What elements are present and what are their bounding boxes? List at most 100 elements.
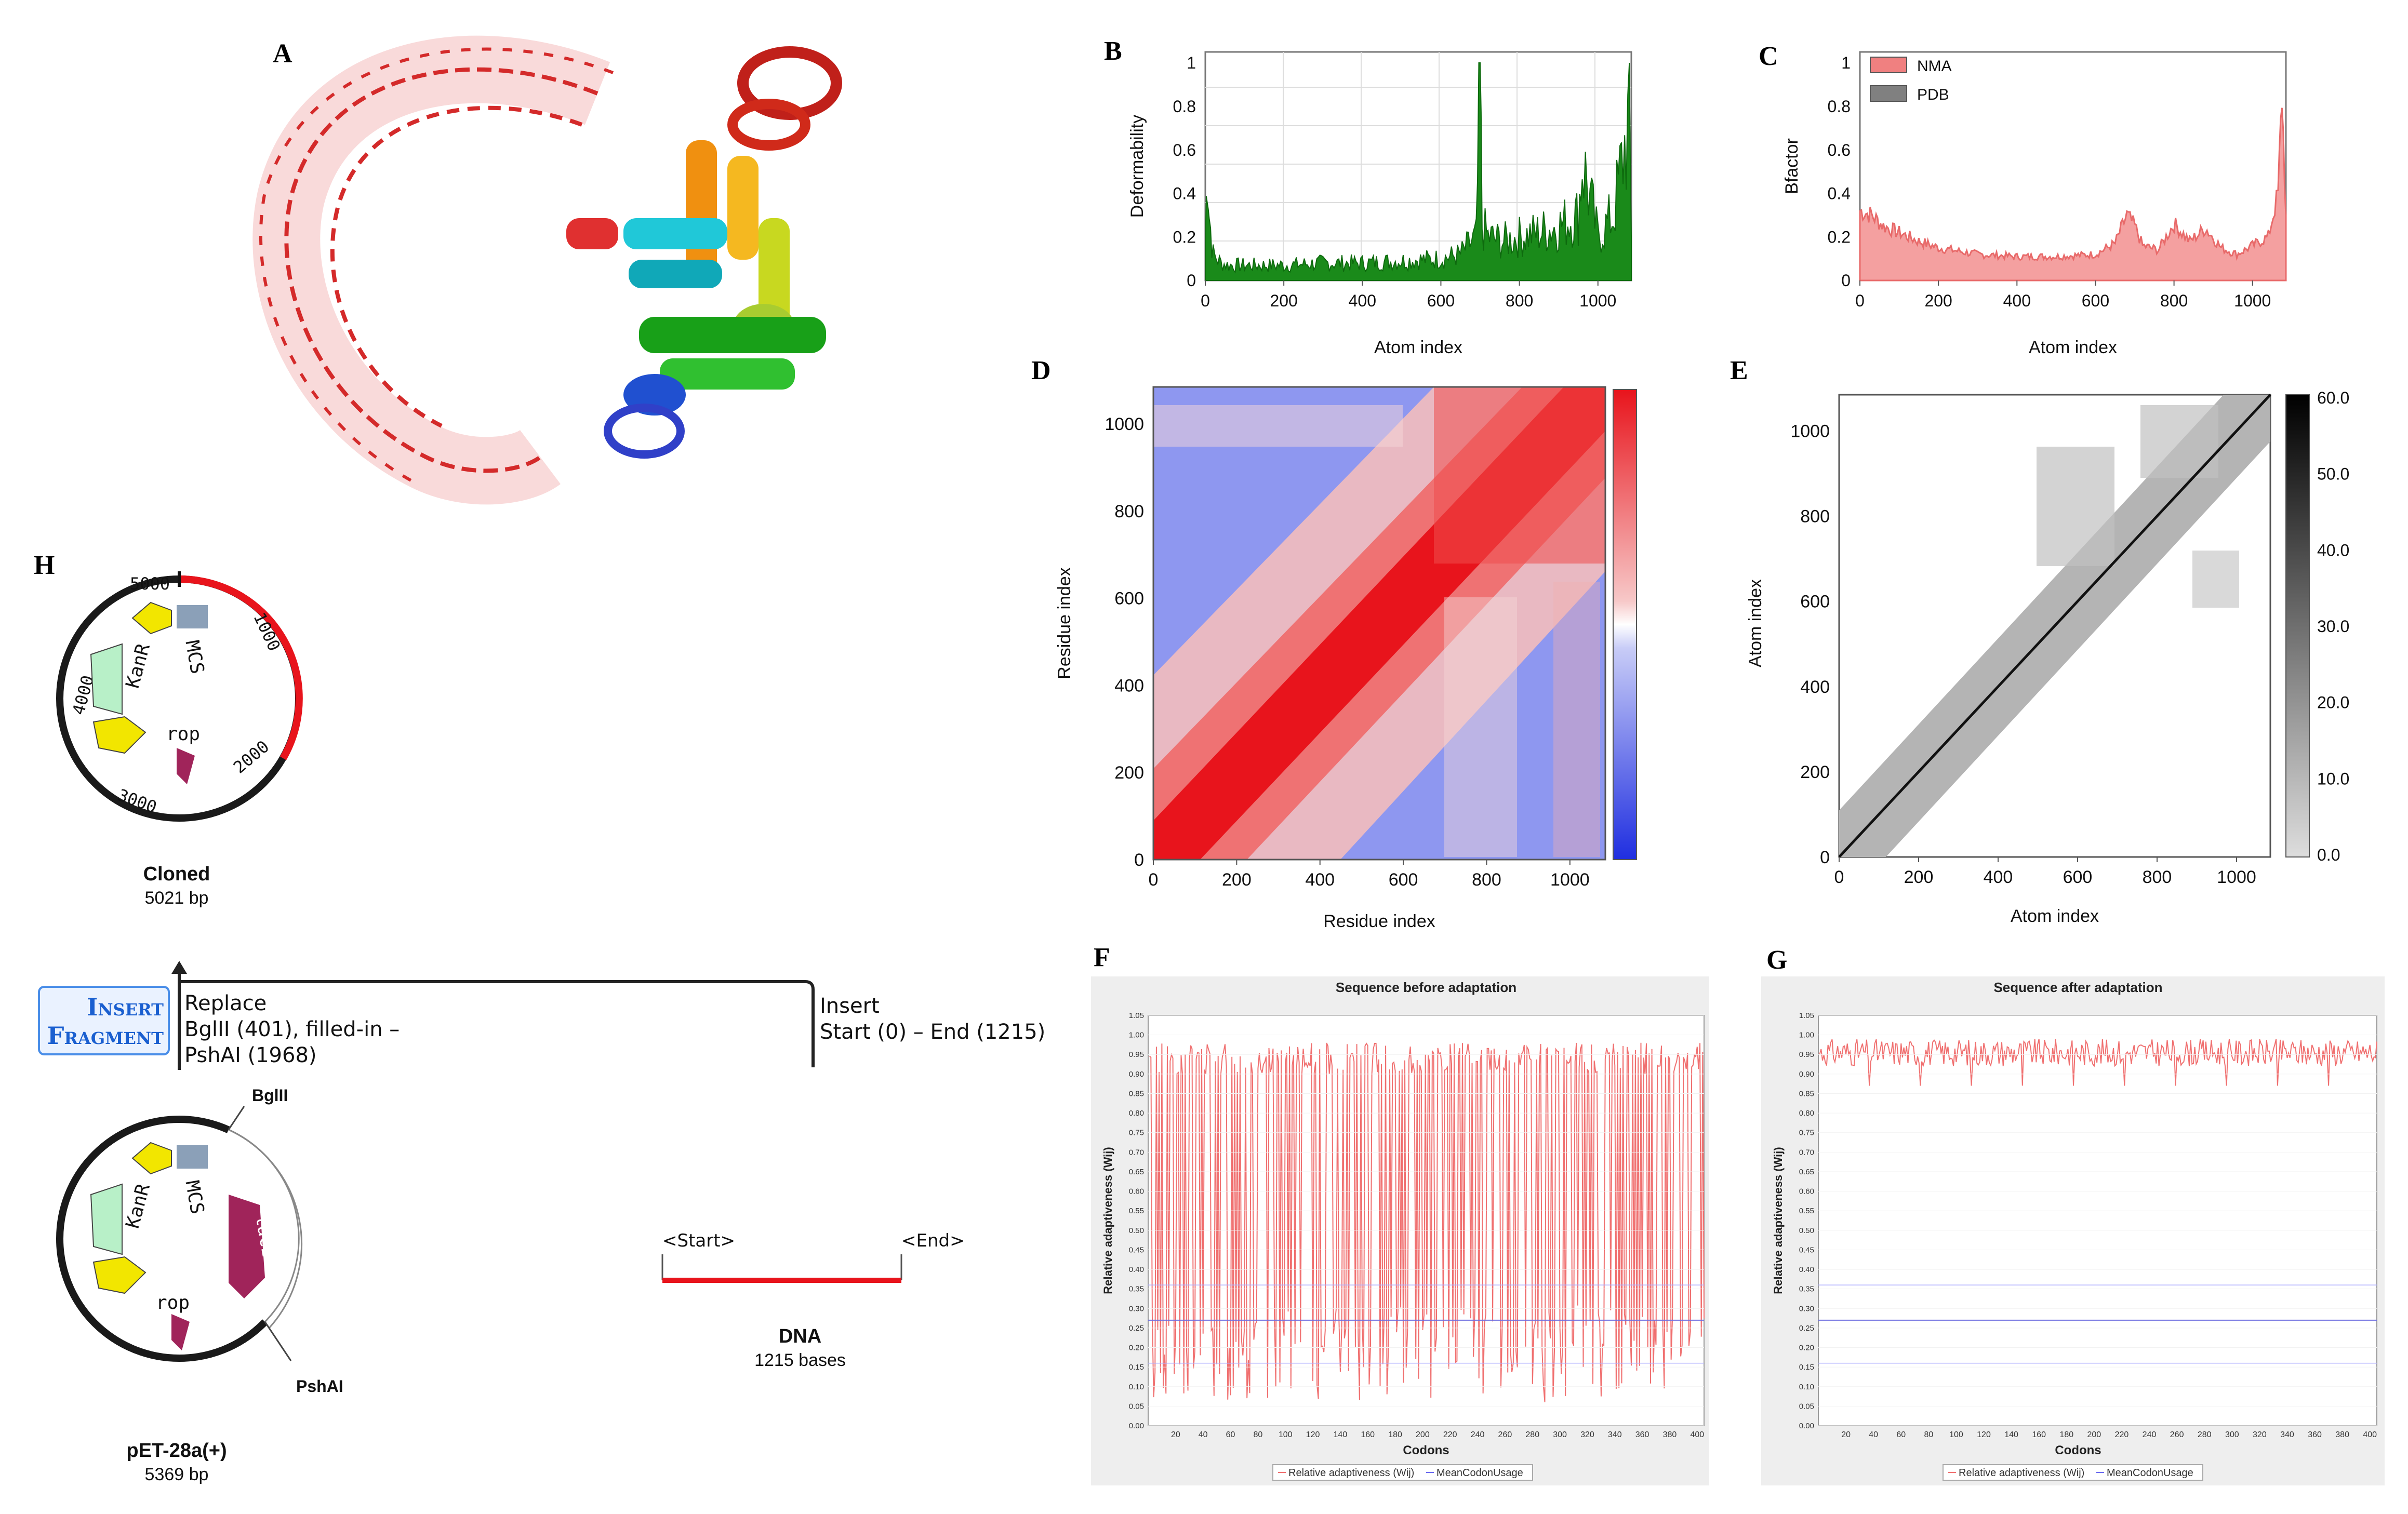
y-tick-label: 0.35 xyxy=(1799,1285,1814,1294)
insert-arc xyxy=(179,575,303,760)
y-tick-label: 0.95 xyxy=(1799,1050,1814,1059)
legend-label-mean: MeanCodonUsage xyxy=(2107,1467,2193,1479)
x-tick-label: 280 xyxy=(1525,1430,1539,1439)
rop-arrow xyxy=(171,1314,190,1350)
x-tick-label: 380 xyxy=(2335,1430,2349,1439)
legend-label-wij: Relative adaptiveness (Wij) xyxy=(1288,1467,1414,1479)
x-tick-label: 80 xyxy=(1924,1430,1933,1439)
legend-label-mean: MeanCodonUsage xyxy=(1436,1467,1523,1479)
x-tick-label: 40 xyxy=(1869,1430,1878,1439)
x-tick-label: 380 xyxy=(1663,1430,1677,1439)
plot-area xyxy=(1818,1015,2377,1426)
x-tick-label: 100 xyxy=(1279,1430,1293,1439)
x-tick-label: 360 xyxy=(2308,1430,2322,1439)
y-axis-label: Relative adaptiveness (Wij) xyxy=(1101,1147,1114,1294)
x-tick-label: 800 xyxy=(1472,870,1501,890)
insert-fragment-line1: Insert xyxy=(87,993,164,1021)
bglii-site: BglII xyxy=(252,1086,288,1105)
dna-end-label: <End> xyxy=(901,1230,965,1251)
y-tick-label: 0.30 xyxy=(1129,1304,1144,1313)
x-axis-label: Residue index xyxy=(1323,912,1435,931)
y-tick-label: 0.75 xyxy=(1129,1129,1144,1137)
cloned-size: 5021 bp xyxy=(145,888,209,908)
y-tick-label: 0.90 xyxy=(1129,1070,1144,1079)
x-tick-label: 800 xyxy=(1506,291,1533,310)
dna-start-label: <Start> xyxy=(662,1230,735,1251)
colorbar-tick-label: 40.0 xyxy=(2317,541,2349,559)
y-tick-label: 0.2 xyxy=(1828,227,1851,246)
helix-red xyxy=(727,46,842,151)
x-tick-label: 200 xyxy=(1416,1430,1430,1439)
x-tick-label: 600 xyxy=(2082,291,2109,310)
y-tick-label: 0.85 xyxy=(1129,1089,1144,1098)
y-tick-label: 0.25 xyxy=(1129,1324,1144,1333)
y-tick-label: 200 xyxy=(1114,763,1144,783)
y-tick-label: 0.80 xyxy=(1129,1109,1144,1118)
helix-orange xyxy=(686,140,759,275)
helix-blue xyxy=(604,374,686,459)
colorbar xyxy=(1613,389,1637,860)
x-tick-label: 180 xyxy=(1388,1430,1402,1439)
x-tick-label: 120 xyxy=(1306,1430,1320,1439)
x-tick-label: 320 xyxy=(2253,1430,2267,1439)
y-tick-label: 0.95 xyxy=(1129,1050,1144,1059)
cloning-process-arrow: Insert Fragment Replace BglII (401), fil… xyxy=(38,961,1045,1070)
y-tick-label: 0.25 xyxy=(1799,1324,1814,1333)
chart-title: Sequence after adaptation xyxy=(1993,980,2162,995)
rop-label: rop xyxy=(156,1292,190,1314)
y-tick-label: 600 xyxy=(1114,589,1144,609)
y-axis-label: Atom index xyxy=(1746,579,1765,667)
y-tick-label: 0.50 xyxy=(1129,1226,1144,1235)
replace-line3: PshAI (1968) xyxy=(184,1043,317,1067)
x-tick-label: 800 xyxy=(2143,867,2172,887)
x-tick-label: 140 xyxy=(1334,1430,1348,1439)
chart-title: Sequence before adaptation xyxy=(1336,980,1516,995)
x-tick-label: 80 xyxy=(1253,1430,1262,1439)
kanr-arrow xyxy=(90,643,123,715)
mcs-block xyxy=(177,605,208,628)
feature-arrow-yellow-2 xyxy=(92,716,147,754)
panel-label-e: E xyxy=(1730,356,1748,385)
y-tick-label: 400 xyxy=(1114,676,1144,695)
x-tick-label: 1000 xyxy=(2234,291,2271,310)
y-tick-label: 0 xyxy=(1820,848,1830,867)
x-tick-label: 600 xyxy=(2063,867,2093,887)
y-tick-label: 0.6 xyxy=(1828,141,1851,159)
x-tick-label: 340 xyxy=(2280,1430,2294,1439)
x-axis-label: Codons xyxy=(1403,1443,1449,1457)
codon-after-chart: Sequence after adaptation 20 40 60 80 100 120… xyxy=(1761,976,2385,1485)
y-tick-label: 1.05 xyxy=(1129,1011,1144,1020)
y-tick-label: 800 xyxy=(1114,502,1144,521)
x-tick-label: 60 xyxy=(1226,1430,1235,1439)
feature-arrow-yellow xyxy=(131,601,172,635)
y-tick-label: 0.70 xyxy=(1799,1148,1814,1157)
y-tick-label: 0.40 xyxy=(1799,1265,1814,1274)
x-tick-label: 300 xyxy=(1553,1430,1567,1439)
vector-plasmid-map: BglII PshAI KanR MCS rop lacI pET-28a(+)… xyxy=(56,1086,343,1484)
y-tick-label: 400 xyxy=(1800,677,1830,697)
mcs-block xyxy=(177,1145,208,1169)
pshai-site: PshAI xyxy=(296,1377,343,1396)
x-tick-label: 40 xyxy=(1199,1430,1208,1439)
y-tick-label: 0.50 xyxy=(1799,1226,1814,1235)
cloned-name: Cloned xyxy=(143,863,210,885)
y-tick-label: 0.8 xyxy=(1828,97,1851,116)
y-axis-label: Bfactor xyxy=(1782,138,1802,194)
x-tick-label: 20 xyxy=(1171,1430,1180,1439)
tick-2000: 2000 xyxy=(230,736,273,778)
y-tick-label: 0.70 xyxy=(1129,1148,1144,1157)
x-tick-label: 200 xyxy=(1924,291,1952,310)
cloned-plasmid-map: 5000 1000 2000 3000 4000 KanR MCS rop Cl… xyxy=(56,571,303,908)
nma-series xyxy=(1859,108,2287,282)
y-tick-label: 1 xyxy=(1187,53,1196,72)
y-tick-label: 600 xyxy=(1800,592,1830,612)
y-tick-label: 0.8 xyxy=(1173,97,1196,116)
x-tick-label: 600 xyxy=(1389,870,1418,890)
laci-arrow xyxy=(229,1195,265,1298)
y-tick-label: 0.80 xyxy=(1799,1109,1814,1118)
wij-series xyxy=(1149,1042,1705,1402)
colorbar-tick-label: 30.0 xyxy=(2317,617,2349,636)
y-tick-label: 0.2 xyxy=(1173,227,1196,246)
colorbar-tick-label: 0.0 xyxy=(2317,846,2340,864)
